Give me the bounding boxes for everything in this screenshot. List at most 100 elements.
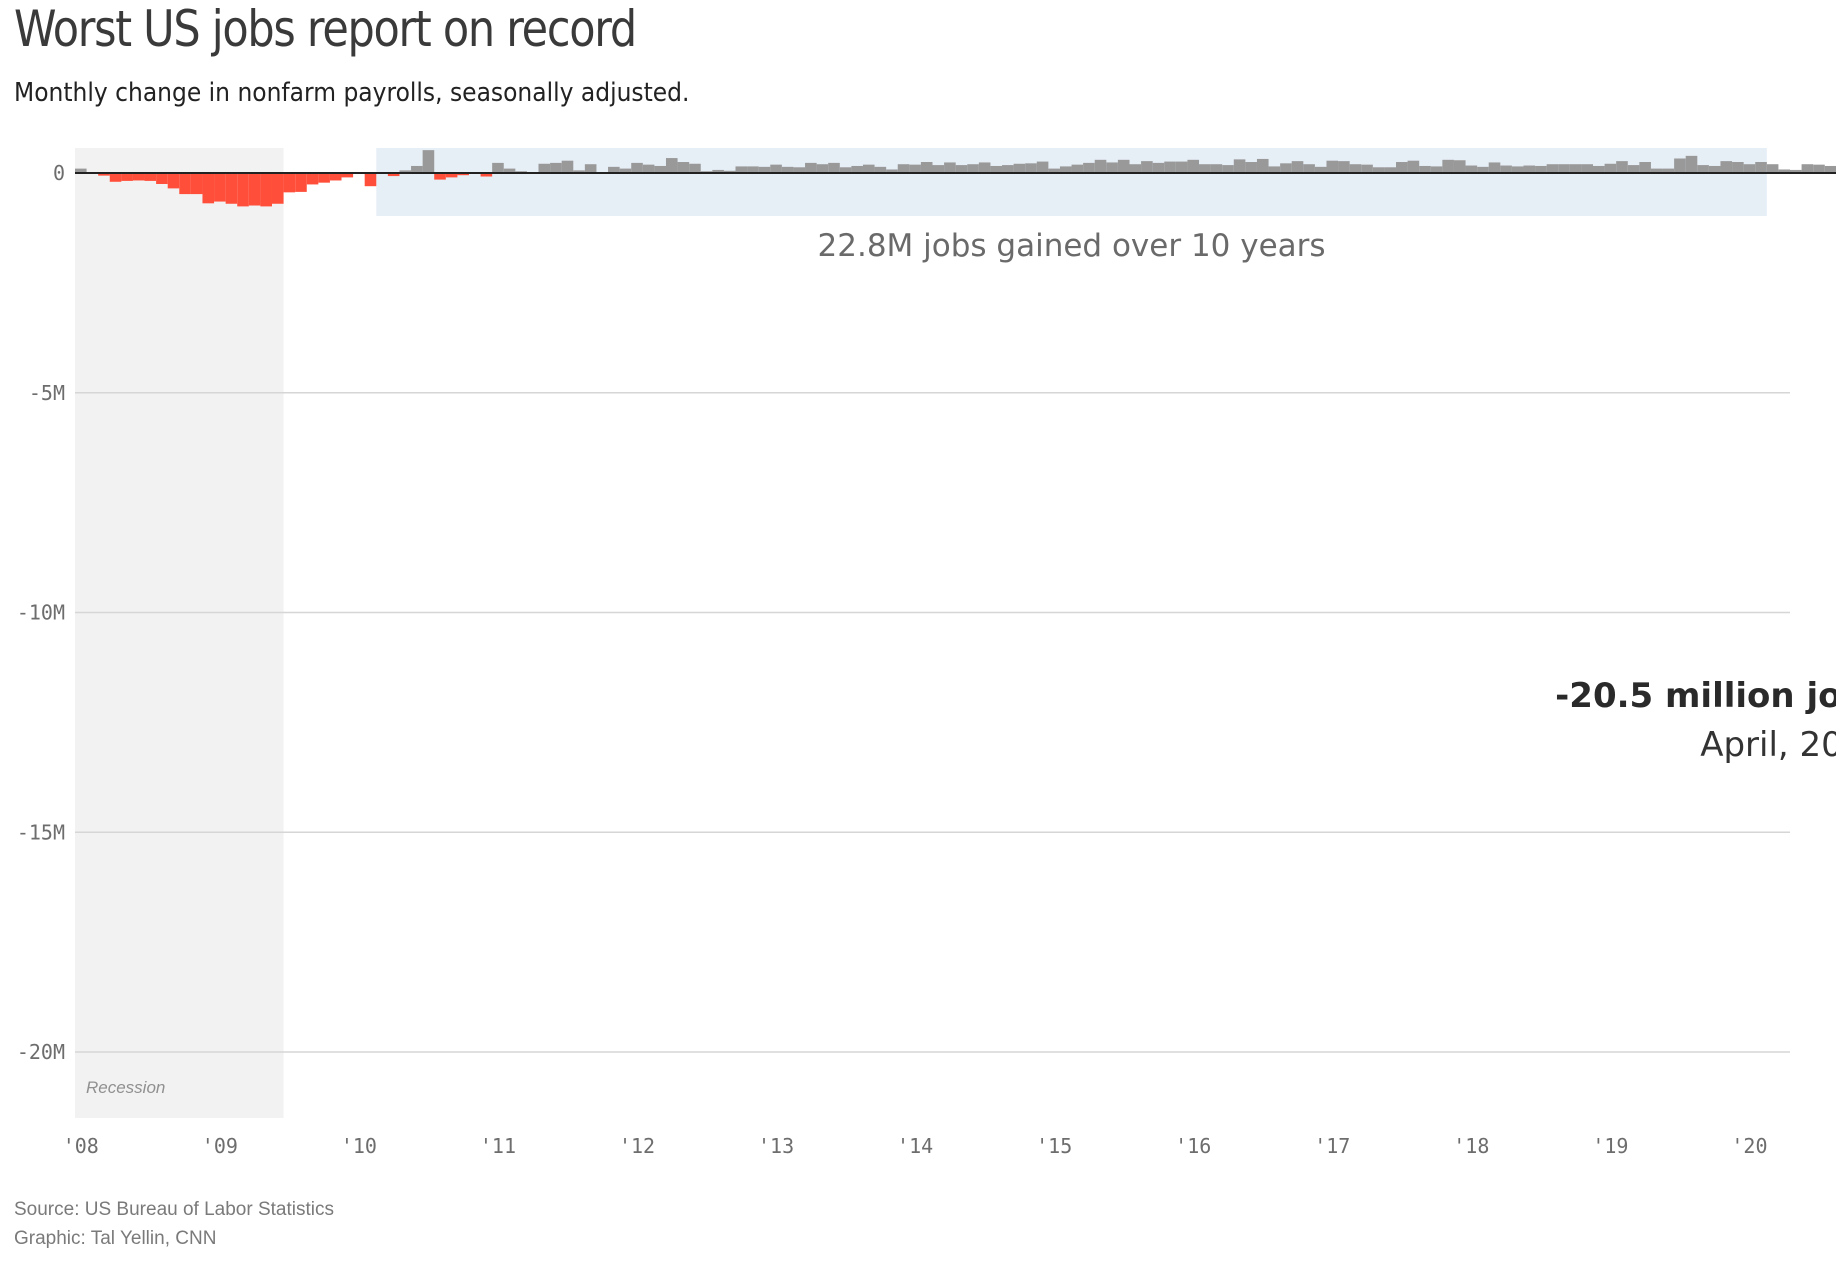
bar xyxy=(167,173,180,189)
bar xyxy=(1453,160,1466,173)
bar xyxy=(631,162,643,173)
bar xyxy=(758,166,771,173)
chart-svg: 0 -5M -10M -15M -20M '08 '09 '10 '11 '12 '13 '14 '1… xyxy=(17,148,1836,1158)
bar xyxy=(1349,164,1362,173)
callout-date: April, 2020 xyxy=(1700,725,1836,765)
bar xyxy=(828,162,840,173)
bar xyxy=(816,164,829,173)
bar xyxy=(1662,168,1675,173)
callout-value: -20.5 million jobs xyxy=(1555,676,1836,716)
bar xyxy=(955,165,968,173)
bar xyxy=(1314,166,1327,173)
bar xyxy=(1164,161,1176,173)
bar xyxy=(1280,163,1292,173)
bar xyxy=(1569,164,1582,173)
x-tick-label: '19 xyxy=(1592,1134,1628,1158)
bar xyxy=(1639,162,1651,173)
y-tick-label: -5M xyxy=(29,381,65,405)
bar xyxy=(237,173,249,207)
bar xyxy=(665,158,678,173)
bar xyxy=(434,173,446,180)
x-tick-label: '09 xyxy=(202,1134,238,1158)
x-tick-label: '16 xyxy=(1175,1134,1211,1158)
bar xyxy=(920,162,933,173)
bar xyxy=(770,164,782,173)
bar xyxy=(399,170,412,173)
bar xyxy=(1732,162,1744,173)
bar xyxy=(179,173,191,195)
bar xyxy=(1106,162,1118,173)
bar xyxy=(886,169,898,173)
bar xyxy=(1361,164,1373,173)
recession-band xyxy=(75,148,284,1118)
bar xyxy=(98,173,110,176)
bar xyxy=(1210,164,1223,173)
bar xyxy=(283,173,296,193)
bar xyxy=(839,167,852,173)
bar xyxy=(712,169,724,173)
bar xyxy=(723,170,736,173)
bar xyxy=(1222,165,1234,173)
bar xyxy=(1187,159,1200,173)
bar xyxy=(538,163,551,173)
y-tick-label: 0 xyxy=(53,161,65,185)
bar xyxy=(1743,164,1756,173)
bar xyxy=(260,173,272,207)
bar xyxy=(341,173,354,178)
bar xyxy=(1013,163,1026,173)
bar xyxy=(503,168,516,173)
source-line: Source: US Bureau of Labor Statistics xyxy=(14,1199,334,1220)
bar xyxy=(608,166,620,173)
bar xyxy=(445,173,458,178)
bar xyxy=(1419,165,1431,173)
bar xyxy=(1824,165,1836,173)
bar xyxy=(1407,160,1420,173)
bar xyxy=(1268,166,1281,173)
bar xyxy=(654,165,666,173)
bar xyxy=(1685,155,1698,173)
bar xyxy=(1581,164,1594,173)
y-tick-label: -15M xyxy=(17,820,65,844)
bar xyxy=(422,150,435,173)
bar xyxy=(677,162,690,173)
bar xyxy=(318,173,330,183)
bar xyxy=(1141,161,1153,173)
bar xyxy=(735,166,748,173)
bar xyxy=(1790,169,1802,173)
bar xyxy=(874,166,887,173)
x-tick-label: '17 xyxy=(1314,1134,1350,1158)
bar xyxy=(1720,161,1733,173)
bar xyxy=(1396,162,1408,173)
bar xyxy=(306,173,319,185)
bar xyxy=(1326,160,1339,173)
bar xyxy=(144,173,157,181)
x-tick-label: '20 xyxy=(1731,1134,1767,1158)
bar xyxy=(248,173,261,206)
bar xyxy=(619,168,632,173)
bar xyxy=(1338,161,1350,173)
bar xyxy=(202,173,215,204)
gridlines xyxy=(75,392,1790,1053)
bar xyxy=(75,168,87,173)
y-tick-label: -10M xyxy=(17,601,65,625)
bar xyxy=(1593,165,1605,173)
bar xyxy=(214,173,226,202)
bar xyxy=(1256,158,1269,173)
bar xyxy=(1036,161,1049,173)
bar xyxy=(109,173,122,182)
recession-label: Recession xyxy=(86,1078,165,1097)
bar xyxy=(1059,166,1072,173)
bar xyxy=(747,166,759,173)
x-tick-label: '12 xyxy=(619,1134,655,1158)
x-tick-label: '13 xyxy=(758,1134,794,1158)
x-tick-label: '10 xyxy=(341,1134,377,1158)
bar xyxy=(1002,165,1014,173)
bar xyxy=(1384,167,1397,173)
bar xyxy=(1291,161,1304,173)
x-tick-label: '08 xyxy=(63,1134,99,1158)
bar xyxy=(1627,165,1640,173)
bar xyxy=(978,162,991,173)
x-tick-label: '14 xyxy=(897,1134,933,1158)
bar xyxy=(411,165,423,173)
bar xyxy=(897,164,910,173)
